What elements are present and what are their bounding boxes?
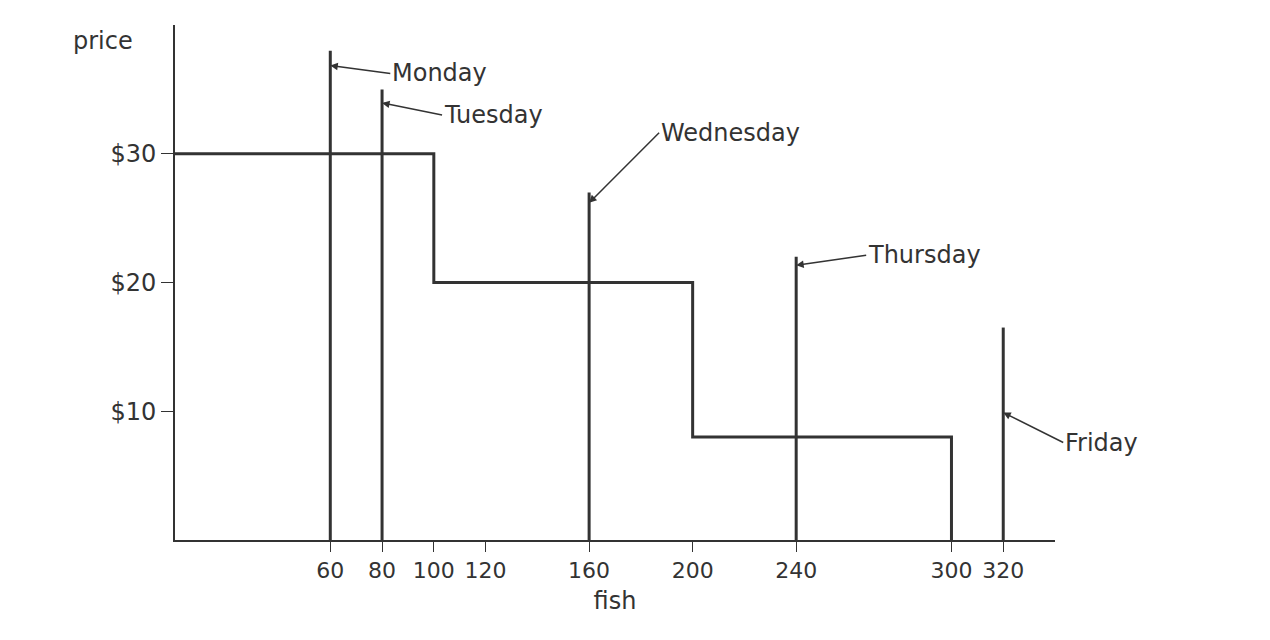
- svg-text:240: 240: [775, 558, 817, 583]
- svg-text:100: 100: [413, 558, 455, 583]
- svg-text:Wednesday: Wednesday: [661, 119, 800, 147]
- svg-text:$20: $20: [110, 269, 156, 297]
- svg-text:$30: $30: [110, 140, 156, 168]
- svg-text:300: 300: [930, 558, 972, 583]
- svg-text:320: 320: [982, 558, 1024, 583]
- svg-text:price: price: [73, 27, 133, 55]
- svg-text:Monday: Monday: [392, 59, 487, 87]
- svg-text:$10: $10: [110, 398, 156, 426]
- svg-text:Tuesday: Tuesday: [444, 101, 543, 129]
- svg-text:Friday: Friday: [1065, 429, 1138, 457]
- svg-text:60: 60: [316, 558, 344, 583]
- svg-text:Thursday: Thursday: [868, 241, 981, 269]
- svg-text:120: 120: [465, 558, 507, 583]
- svg-text:fish: fish: [594, 587, 637, 615]
- svg-text:80: 80: [368, 558, 396, 583]
- svg-text:160: 160: [568, 558, 610, 583]
- svg-text:200: 200: [672, 558, 714, 583]
